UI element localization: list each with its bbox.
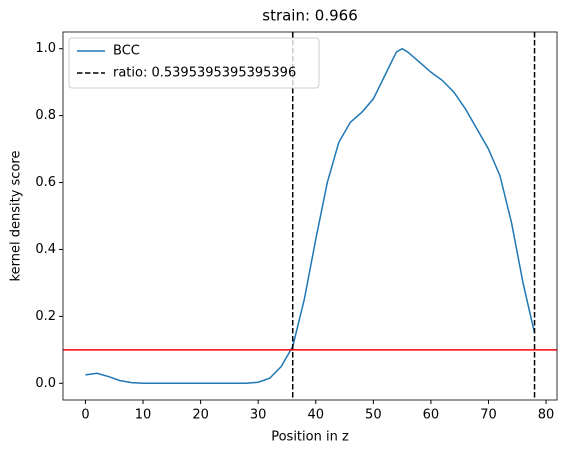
x-tick-label: 40 (307, 408, 324, 423)
x-tick-label: 20 (192, 408, 209, 423)
plot-frame (62, 31, 558, 401)
chart-title: strain: 0.966 (262, 7, 358, 25)
y-tick-label: 1.0 (35, 41, 56, 56)
x-tick-label: 80 (538, 408, 555, 423)
legend-label: ratio: 0.5395395395395396 (113, 66, 296, 81)
y-tick-label: 0.4 (35, 242, 56, 257)
x-tick-label: 60 (423, 408, 440, 423)
line-series (85, 47, 536, 385)
y-tick-label: 0.2 (35, 309, 56, 324)
y-tick-label: 0.8 (35, 108, 56, 123)
x-tick-label: 30 (250, 408, 267, 423)
x-axis-label: Position in z (271, 430, 349, 445)
y-axis-label: kernel density score (9, 151, 24, 282)
legend-box (68, 37, 320, 89)
x-tick-label: 0 (81, 408, 89, 423)
x-tick-label: 70 (480, 408, 497, 423)
y-tick-label: 0.0 (35, 376, 56, 391)
legend: BCC ratio: 0.5395395395395396 (68, 37, 320, 89)
y-tick-label: 0.6 (35, 175, 56, 190)
x-tick-label: 10 (135, 408, 152, 423)
x-tick-label: 50 (365, 408, 382, 423)
legend-label: BCC (113, 44, 140, 59)
